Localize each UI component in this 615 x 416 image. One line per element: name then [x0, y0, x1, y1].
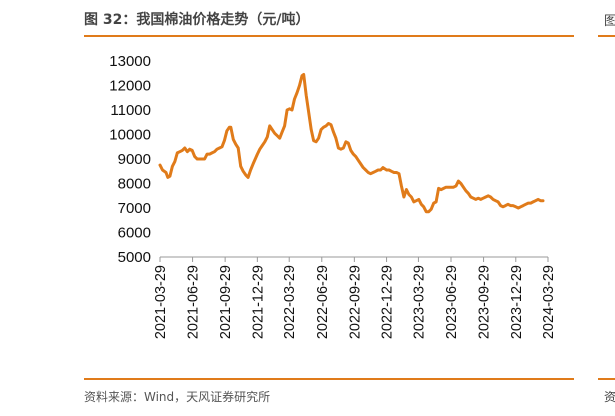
x-tick-label: 2021-09-29 [218, 265, 234, 339]
x-axis-tick-labels: 2021-03-29 2021-06-29 2021-09-29 2021-12-29… [153, 265, 557, 339]
x-tick-label: 2023-06-29 [444, 265, 460, 339]
y-tick-label: 8000 [118, 176, 151, 193]
x-axis-tick-marks [159, 257, 549, 262]
figure-title: 图 32：我国棉油价格走势（元/吨） [84, 12, 310, 28]
x-tick-label: 2024-03-29 [541, 265, 557, 339]
footer-rule [84, 378, 574, 380]
y-tick-label: 7000 [118, 200, 151, 217]
y-tick-label: 11000 [110, 102, 151, 119]
y-tick-label: 5000 [118, 249, 151, 266]
x-tick-label: 2022-03-29 [282, 265, 298, 339]
next-figure-title-rule [598, 35, 615, 37]
x-tick-label: 2021-12-29 [250, 265, 266, 339]
y-axis-tick-labels: 5000 6000 7000 8000 9000 10000 11000 12000 13000 [109, 53, 151, 266]
source-note: 资料来源：Wind，天风证券研究所 [84, 390, 271, 404]
y-tick-label: 12000 [109, 78, 151, 95]
x-tick-label: 2023-09-29 [477, 265, 493, 339]
x-tick-label: 2023-03-29 [411, 265, 427, 339]
y-tick-label: 6000 [118, 225, 151, 242]
y-tick-label: 13000 [109, 53, 151, 70]
y-tick-label: 10000 [109, 127, 151, 144]
next-figure-title-fragment: 图 [604, 14, 615, 29]
next-figure-source-fragment: 资 [604, 390, 615, 404]
x-tick-label: 2021-03-29 [153, 265, 169, 339]
title-rule [84, 35, 574, 37]
x-tick-label: 2023-12-29 [509, 265, 525, 339]
next-figure-footer-rule [598, 378, 615, 380]
x-tick-label: 2022-06-29 [315, 265, 331, 339]
y-tick-label: 9000 [118, 151, 151, 168]
series-line [158, 73, 545, 214]
x-tick-label: 2022-12-29 [380, 265, 396, 339]
x-tick-label: 2022-09-29 [347, 265, 363, 339]
x-tick-label: 2021-06-29 [186, 265, 202, 339]
